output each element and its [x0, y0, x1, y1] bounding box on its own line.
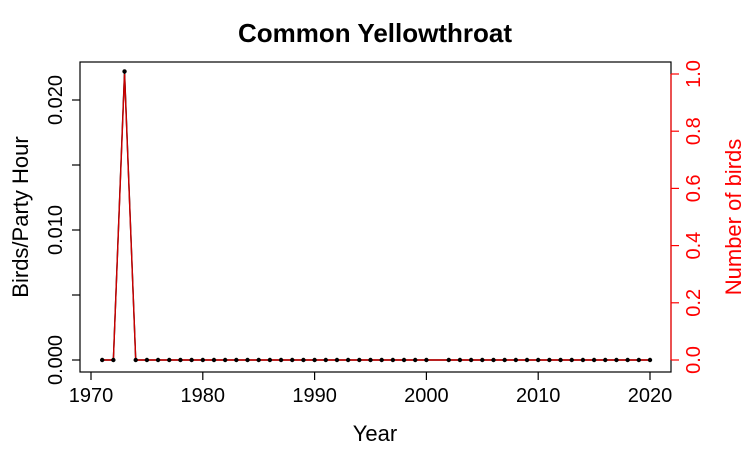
plot-points: [99, 69, 653, 363]
data-point: [189, 357, 194, 363]
data-point: [457, 357, 463, 363]
data-point: [178, 357, 183, 363]
y-tick-label-left: 0.020: [45, 75, 67, 125]
y-tick-label-right: 1.0: [683, 60, 705, 88]
data-point: [413, 357, 418, 363]
data-point: [580, 357, 586, 363]
x-tick-label: 2000: [404, 385, 449, 407]
data-point: [558, 357, 563, 363]
data-point: [122, 69, 127, 74]
data-point: [323, 357, 328, 363]
y-axis-left: 0.000 0.010 0.020: [45, 75, 80, 385]
data-point: [167, 357, 172, 363]
data-point: [446, 357, 451, 363]
x-axis-label: Year: [353, 421, 397, 446]
data-point: [491, 357, 496, 363]
data-point: [614, 357, 619, 363]
data-point: [424, 357, 429, 363]
data-point: [267, 357, 273, 363]
data-point: [200, 357, 205, 363]
y-tick-label-right: 0.2: [683, 289, 705, 317]
data-point: [334, 357, 340, 363]
series-line-number-of-birds: [102, 73, 650, 361]
y-tick-label-right: 0.4: [683, 232, 705, 260]
data-point: [647, 357, 653, 363]
y-tick-label-right: 0.6: [683, 174, 705, 202]
data-point: [368, 357, 373, 363]
x-tick-label: 2020: [628, 385, 673, 407]
y-tick-label-left: 0.000: [45, 335, 67, 385]
data-point: [379, 357, 384, 363]
data-point: [636, 357, 642, 363]
x-axis: 1970 1980 1990 2000 2010 2020: [69, 372, 673, 407]
data-point: [278, 357, 284, 363]
data-point: [591, 357, 597, 363]
data-point: [603, 357, 608, 363]
data-point: [345, 357, 351, 363]
y-tick-label-right: 0.0: [683, 346, 705, 374]
data-point: [133, 357, 138, 363]
x-tick-label: 1980: [181, 385, 226, 407]
data-point: [524, 357, 530, 363]
data-point: [513, 357, 519, 363]
data-point: [111, 357, 116, 363]
x-tick-label: 1990: [292, 385, 337, 407]
data-point: [155, 357, 161, 363]
data-point: [245, 357, 250, 363]
y-tick-label-left: 0.010: [45, 205, 67, 255]
data-point: [144, 357, 150, 363]
y-tick-label-right: 0.8: [683, 117, 705, 145]
y-axis-label-left: Birds/Party Hour: [8, 136, 33, 297]
data-point: [547, 357, 552, 363]
data-point: [222, 357, 228, 363]
data-point: [390, 357, 396, 363]
plot-frame: [79, 61, 672, 373]
data-point: [301, 357, 306, 363]
data-point: [401, 357, 407, 363]
data-point: [256, 357, 261, 363]
chart-title: Common Yellowthroat: [238, 18, 512, 48]
y-axis-label-right: Number of birds: [721, 139, 746, 296]
data-point: [569, 357, 574, 363]
data-point: [536, 357, 541, 363]
data-point: [357, 357, 362, 363]
data-point: [480, 357, 485, 363]
data-point: [234, 357, 239, 363]
x-tick-label: 1970: [69, 385, 114, 407]
data-point: [312, 357, 317, 363]
data-point: [502, 357, 507, 363]
plot-lines: [102, 71, 650, 361]
series-line-birds-per-party-hour: [102, 71, 650, 361]
data-point: [99, 357, 105, 363]
x-tick-label: 2010: [516, 385, 561, 407]
data-point: [211, 357, 217, 363]
data-point: [290, 357, 295, 363]
y-axis-right: 0.0 0.2 0.4 0.6 0.8 1.0: [670, 60, 705, 374]
data-point: [468, 357, 474, 363]
data-point: [625, 357, 630, 363]
